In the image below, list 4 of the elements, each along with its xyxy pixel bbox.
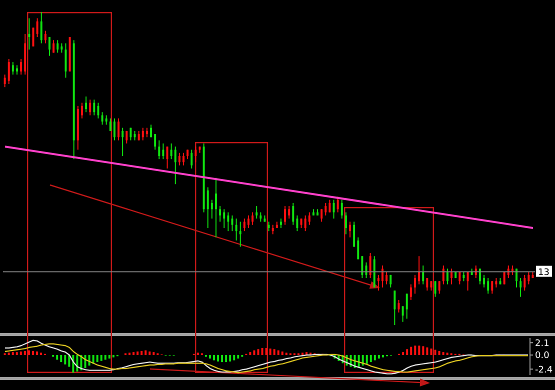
y-tick-label: -2.4: [535, 365, 553, 376]
y-tick-label: 0.0: [535, 351, 550, 362]
y-tick-label: 2.1: [535, 338, 550, 349]
text: 13: [538, 268, 550, 278]
